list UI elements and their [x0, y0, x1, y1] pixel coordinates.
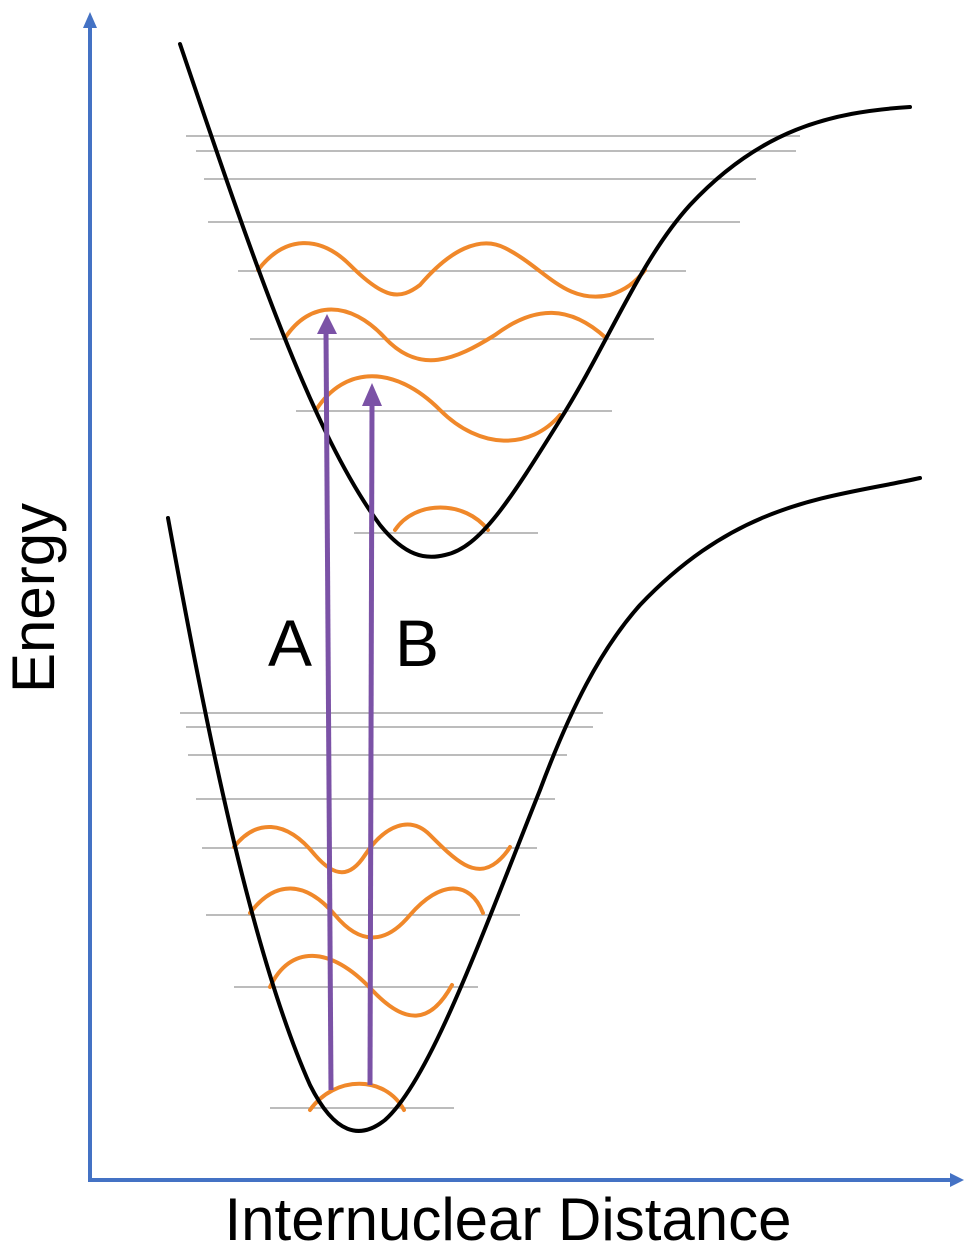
transitions: [317, 314, 382, 1091]
transition-arrow-a-head: [317, 314, 337, 334]
y-axis-arrowhead: [83, 12, 97, 28]
excited-wavefunction-v0: [393, 505, 490, 532]
excited-state-curve: [178, 42, 912, 559]
x-axis-label: Internuclear Distance: [225, 1186, 792, 1253]
excited-wavefunction-v3: [256, 241, 647, 299]
excited-wavefunction-v1: [314, 374, 562, 443]
excited-state-levels: [186, 135, 800, 534]
transition-label-a: A: [268, 606, 312, 680]
transition-arrow-b-head: [362, 383, 382, 406]
potential-curves: [166, 42, 922, 1133]
excited-wavefunctions: [256, 241, 647, 532]
ground-state-curve: [166, 476, 922, 1133]
ground-wavefunction-v2: [248, 886, 485, 940]
y-axis-label: Energy: [0, 503, 67, 693]
transition-label-b: B: [395, 606, 439, 680]
ground-wavefunction-v3: [232, 822, 512, 875]
transition-arrow-a: [323, 331, 334, 1091]
transition-arrow-b: [367, 404, 375, 1086]
x-axis-arrowhead: [950, 1173, 964, 1187]
ground-wavefunction-v1: [268, 953, 454, 1018]
axes: [83, 12, 964, 1187]
excited-wavefunction-v2: [283, 307, 608, 363]
ground-state-levels: [180, 712, 603, 1109]
